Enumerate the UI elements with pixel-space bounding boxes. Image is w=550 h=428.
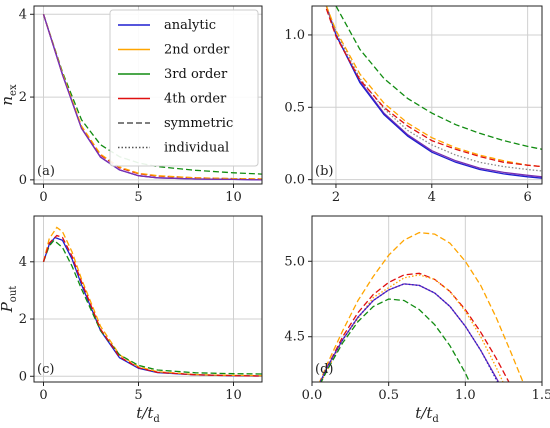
series-line-2nd-order	[318, 231, 524, 382]
series-group	[318, 231, 524, 382]
plot-frame	[311, 5, 543, 185]
panel-label: (d)	[315, 362, 333, 377]
series-line-3rd-order	[42, 239, 262, 375]
legend-label: analytic	[164, 18, 216, 33]
y-tick-label: 0	[19, 173, 27, 188]
x-axis-label: t/td	[136, 404, 160, 425]
panel-b: 2 4 6 0.0 0.5 1.0 (b)	[284, 5, 543, 205]
legend-label: individual	[164, 141, 229, 156]
series-line-analytic	[42, 236, 262, 377]
x-tick-label: 1.5	[532, 388, 550, 403]
x-tick-label: 4	[428, 190, 436, 205]
y-tick-label: 0.5	[284, 100, 305, 115]
y-tick-label: 2	[19, 90, 27, 105]
panel-d: 0.0 0.5 1.0 1.5 4.5 5.0 (d) t/td	[284, 215, 550, 425]
plot-frame	[311, 215, 543, 383]
series-group	[42, 226, 262, 377]
panel-a: 0 5 10 0 2 4 (a) nex analytic 2nd order 3rd order 4…	[0, 5, 263, 205]
series-line-individual	[325, 6, 542, 172]
series-line-analytic	[42, 14, 262, 181]
plot-frame	[33, 215, 263, 383]
series-line-2nd-order	[42, 226, 262, 377]
x-tick-label: 10	[225, 388, 242, 403]
panel-label: (b)	[315, 164, 333, 179]
y-tick-label: 5.0	[284, 254, 305, 269]
y-tick-label: 4	[19, 7, 27, 22]
panel-label: (a)	[37, 164, 55, 179]
series-line-3rd-order	[335, 6, 542, 150]
y-tick-label: 2	[19, 312, 27, 327]
x-tick-label: 5	[134, 190, 142, 205]
series-line-analytic	[325, 6, 542, 178]
series-line-2nd-order	[325, 6, 542, 168]
y-tick-label: 0.0	[284, 173, 305, 188]
panel-label: (c)	[37, 362, 54, 377]
series-line-4th-order	[42, 234, 262, 377]
x-tick-label: 1.0	[455, 388, 476, 403]
x-tick-label: 0.5	[378, 388, 399, 403]
y-tick-label: 0	[19, 369, 27, 384]
x-tick-label: 10	[225, 190, 242, 205]
legend-label: symmetric	[164, 116, 233, 131]
y-tick-label: 1.0	[284, 28, 305, 43]
legend-label: 3rd order	[164, 67, 228, 82]
series-line-analytic	[319, 283, 499, 382]
series-line-analytic	[325, 6, 542, 179]
series-line-individual	[320, 274, 504, 382]
x-tick-label: 0.0	[302, 388, 323, 403]
y-axis-label: Pout	[0, 286, 19, 314]
plot-frame	[33, 5, 263, 185]
x-tick-label: 2	[332, 190, 340, 205]
x-axis-label: t/td	[415, 404, 439, 425]
legend-label: 2nd order	[164, 43, 230, 58]
y-tick-label: 4.5	[284, 330, 305, 345]
series-line-4th-order	[319, 272, 510, 382]
x-tick-label: 5	[134, 388, 142, 403]
x-tick-label: 0	[39, 388, 47, 403]
series-group	[325, 6, 542, 179]
series-line-4th-order	[325, 8, 542, 168]
x-tick-label: 0	[39, 190, 47, 205]
legend-label: 4th order	[164, 92, 227, 107]
panel-c: 0 5 10 0 2 4 (c) Pout t/td	[0, 215, 263, 425]
series-line-3rd-order	[320, 298, 471, 382]
series-line-analytic	[319, 283, 500, 382]
legend: analytic 2nd order 3rd order 4th order symme…	[109, 9, 259, 167]
y-axis-label: nex	[0, 84, 19, 106]
y-tick-label: 4	[19, 255, 27, 270]
series-line-2nd-order-symmetric	[42, 14, 262, 180]
x-tick-label: 6	[523, 190, 531, 205]
